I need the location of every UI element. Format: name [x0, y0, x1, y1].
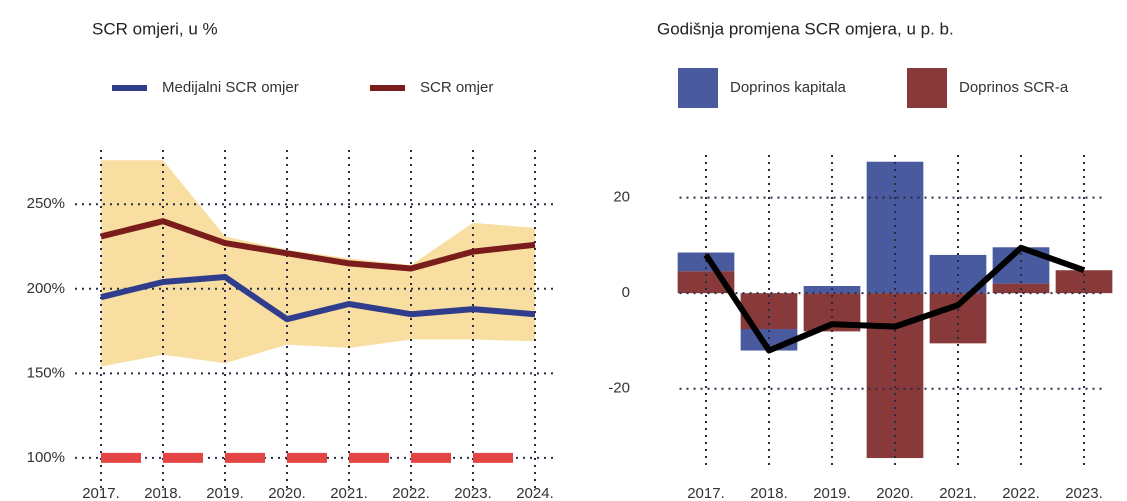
chart-title: Godišnja promjena SCR omjera, u p. b. [657, 19, 954, 38]
y-tick-label: -20 [608, 380, 630, 397]
legend-label: Doprinos SCR-a [959, 79, 1069, 96]
x-tick-label: 2017. [687, 485, 725, 501]
y-tick-label: 20 [613, 189, 630, 206]
legend-label: SCR omjer [420, 79, 493, 96]
x-tick-label: 2019. [813, 485, 851, 501]
x-tick-label: 2019. [206, 485, 244, 501]
y-tick-label: 200% [27, 280, 65, 297]
range-band [101, 160, 535, 367]
x-tick-label: 2022. [392, 485, 430, 501]
line [100, 218, 536, 272]
x-tick-label: 2018. [144, 485, 182, 501]
line [100, 274, 536, 323]
x-tick-label: 2024. [516, 485, 554, 501]
y-tick-label: 0 [622, 284, 630, 301]
total-line [703, 244, 1086, 354]
legend-swatch [907, 68, 947, 108]
x-tick-label: 2023. [1065, 485, 1103, 501]
y-tick-label: 250% [27, 195, 65, 212]
x-tick-label: 2017. [82, 485, 120, 501]
bar [929, 293, 987, 344]
x-tick-label: 2018. [750, 485, 788, 501]
x-tick-label: 2023. [454, 485, 492, 501]
x-tick-label: 2021. [939, 485, 977, 501]
bar [866, 161, 924, 294]
x-tick-label: 2022. [1002, 485, 1040, 501]
x-tick-label: 2020. [876, 485, 914, 501]
legend-label: Doprinos kapitala [730, 79, 847, 96]
x-tick-label: 2020. [268, 485, 306, 501]
legend-swatch [678, 68, 718, 108]
y-tick-label: 150% [27, 364, 65, 381]
y-tick-label: 100% [27, 449, 65, 466]
legend-label: Medijalni SCR omjer [162, 79, 299, 96]
x-tick-label: 2021. [330, 485, 368, 501]
chart-title: SCR omjeri, u % [92, 19, 218, 38]
